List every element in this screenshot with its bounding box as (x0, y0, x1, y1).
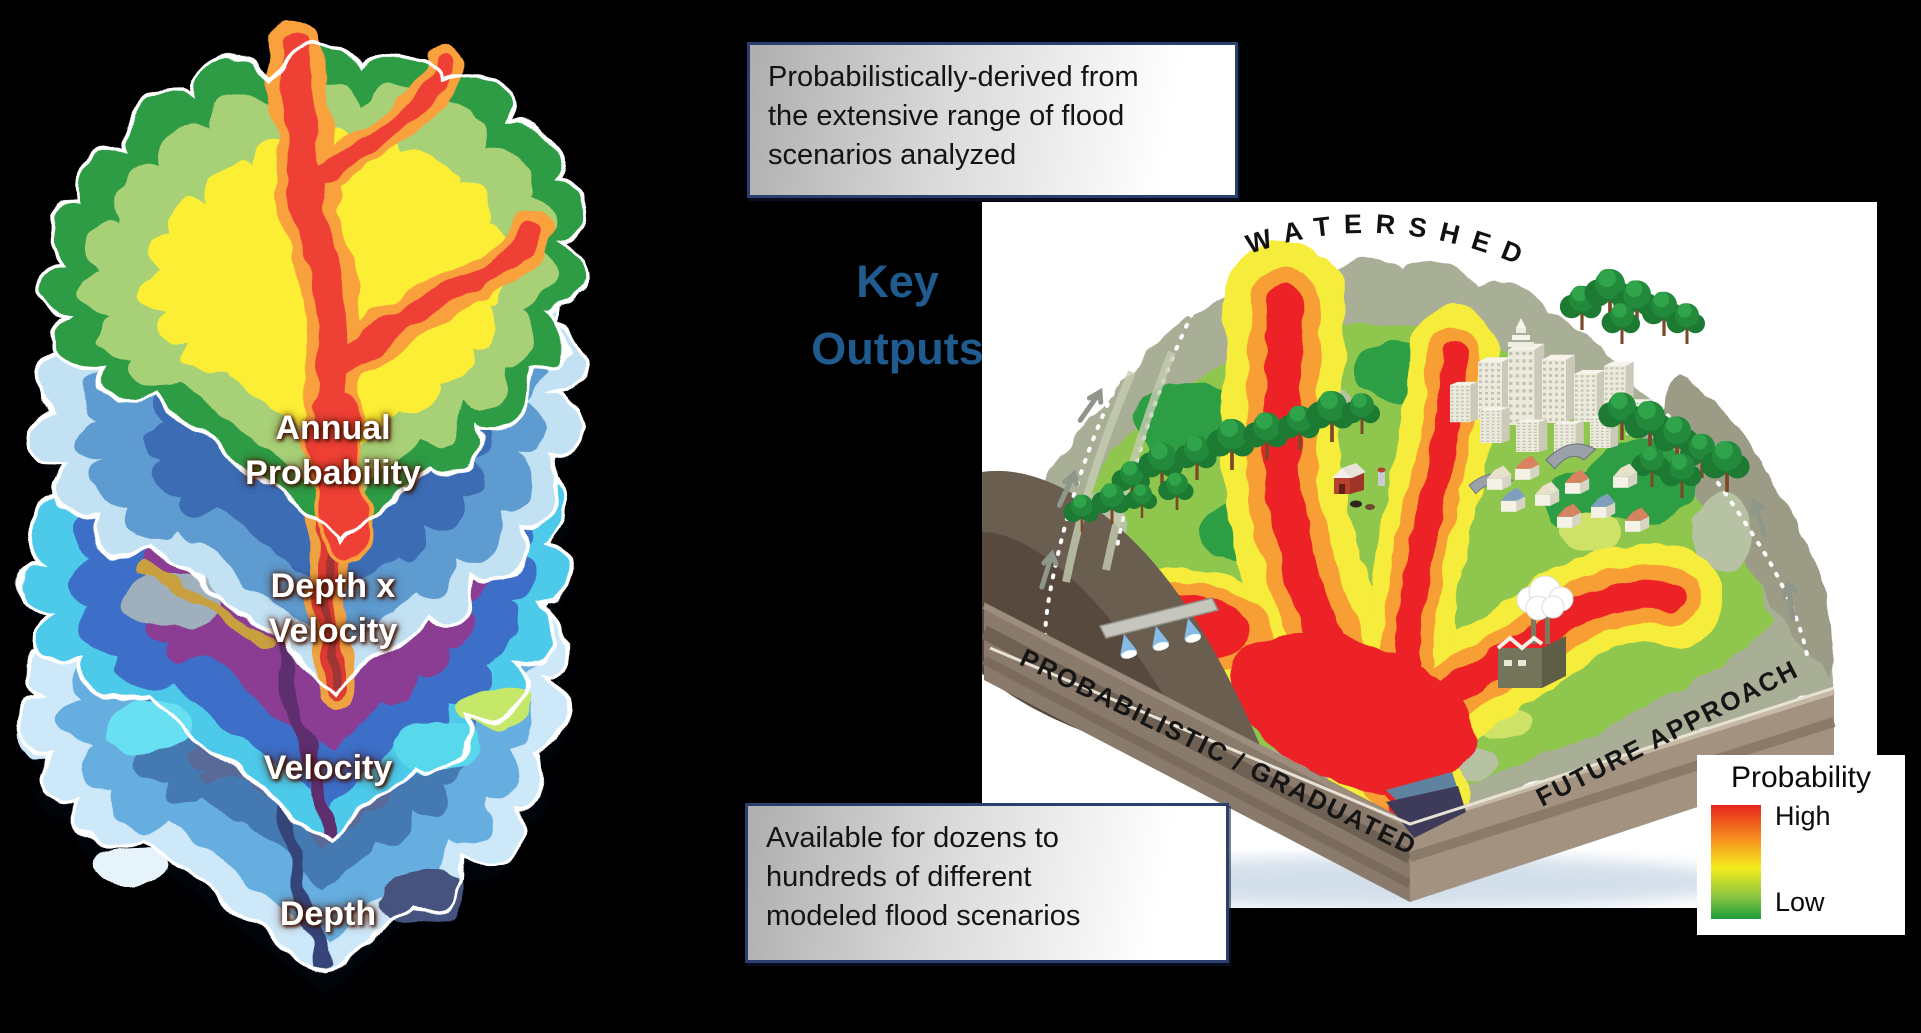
layer-label-line: Depth x (270, 567, 396, 605)
layer-map-annual-probability (35, 20, 590, 563)
block-rim (989, 646, 1835, 826)
layer-label-depth: Depth (198, 892, 458, 937)
key-outputs-line: Outputs (811, 323, 984, 374)
layer-label-line: Depth (279, 895, 377, 933)
legend-title: Probability (1730, 761, 1872, 794)
factory (1496, 610, 1566, 688)
layer-label-line: Velocity (268, 612, 398, 650)
key-outputs-label: Key Outputs (775, 248, 1020, 382)
block-right-face (1408, 688, 1836, 902)
key-outputs-line: Key (856, 256, 939, 307)
legend-high-label: High (1775, 801, 1831, 831)
layer-label-line: Velocity (263, 749, 393, 787)
dam (1098, 597, 1220, 659)
layer-label-line: Annual (275, 409, 391, 447)
top-note: Probabilistically-derived from the exten… (747, 42, 1238, 198)
farm-animals (1350, 500, 1375, 510)
smoke-cloud (1516, 575, 1574, 621)
legend-low-label: Low (1775, 887, 1825, 917)
legend-gradient-bar (1711, 805, 1761, 919)
watershed-illustration: PROBABILISTIC / GRADUATED FUTURE APPROAC… (982, 209, 1836, 908)
probability-legend: Probability High Low (1697, 755, 1905, 935)
layer-label-annual-probability: Annual Probability (203, 406, 463, 496)
layer-label-velocity: Velocity (198, 746, 458, 791)
corner-water (1386, 772, 1466, 838)
layer-label-line: Probability (245, 454, 421, 492)
watershed-illustration-panel: PROBABILISTIC / GRADUATED FUTURE APPROAC… (982, 202, 1877, 908)
layer-label-depth-x-velocity: Depth x Velocity (203, 564, 463, 654)
block-left-face (982, 602, 1414, 902)
city-buildings (1450, 318, 1653, 457)
farm-barn (1332, 463, 1386, 494)
bottom-note: Available for dozens to hundreds of diff… (745, 803, 1229, 963)
flood-layer-stack (16, 20, 590, 997)
